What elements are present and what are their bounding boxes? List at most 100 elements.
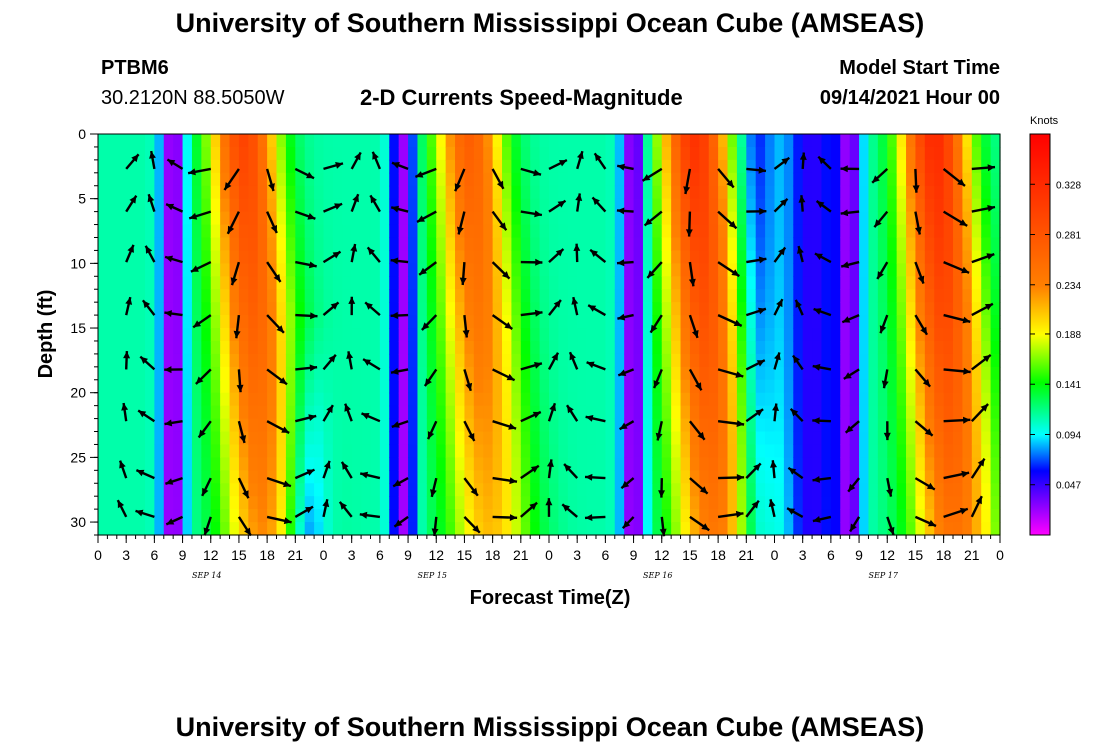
- heatmap-cell: [98, 172, 108, 187]
- heatmap-cell: [98, 392, 108, 407]
- heatmap-cell: [783, 134, 794, 148]
- heatmap-cell: [971, 366, 982, 381]
- arrow-head: [688, 278, 696, 287]
- heatmap-cell: [304, 405, 315, 420]
- heatmap-cell: [652, 328, 663, 342]
- heatmap-cell: [502, 379, 513, 394]
- heatmap-cell: [746, 198, 757, 213]
- heatmap-cell: [135, 185, 146, 200]
- heatmap-cell: [511, 211, 522, 226]
- heatmap-cell: [671, 198, 682, 213]
- heatmap-cell: [417, 522, 428, 536]
- heatmap-cell: [511, 444, 522, 458]
- heatmap-cell: [727, 134, 738, 148]
- heatmap-cell: [473, 302, 484, 316]
- heatmap-cell: [304, 483, 315, 497]
- current-arrow: [548, 299, 562, 316]
- heatmap-cell: [473, 328, 484, 342]
- heatmap-cell: [699, 276, 710, 290]
- heatmap-cell: [464, 496, 475, 510]
- heatmap-cell: [642, 418, 653, 433]
- heatmap-cell: [285, 198, 296, 213]
- heatmap-cell: [492, 263, 503, 277]
- heatmap-cell: [859, 509, 870, 523]
- arrow-head: [731, 269, 740, 277]
- heatmap-cell: [971, 418, 982, 433]
- heatmap-cell: [793, 392, 804, 407]
- heatmap-cell: [370, 522, 381, 536]
- heatmap-cell: [107, 250, 118, 264]
- heatmap-cell: [257, 172, 268, 187]
- heatmap-cell: [520, 146, 531, 161]
- heatmap-cell: [765, 483, 776, 497]
- heatmap-cell: [361, 457, 372, 471]
- heatmap-cell: [238, 353, 249, 368]
- current-arrow: [717, 210, 738, 230]
- heatmap-cell: [859, 379, 870, 394]
- heatmap-cell: [154, 315, 165, 329]
- heatmap-cell: [943, 237, 954, 252]
- heatmap-cell: [859, 328, 870, 342]
- current-arrow: [416, 210, 437, 223]
- heatmap-cell: [314, 276, 325, 290]
- heatmap-cell: [502, 340, 513, 355]
- heatmap-cell: [661, 302, 672, 316]
- heatmap-cell: [135, 315, 146, 329]
- heatmap-cell: [868, 289, 879, 303]
- heatmap-cell: [361, 418, 372, 433]
- heatmap-cell: [107, 172, 118, 187]
- heatmap-cell: [633, 211, 644, 226]
- current-arrow: [144, 245, 156, 263]
- heatmap-cell: [417, 431, 428, 446]
- heatmap-cell: [680, 302, 691, 316]
- heatmap-cell: [859, 237, 870, 252]
- heatmap-cell: [887, 315, 898, 329]
- heatmap-cell: [671, 134, 682, 148]
- heatmap-cell: [370, 405, 381, 420]
- current-arrow: [685, 211, 693, 237]
- heatmap-cell: [173, 134, 184, 148]
- heatmap-cell: [953, 457, 964, 471]
- heatmap-cell: [201, 211, 212, 226]
- arrow-head: [886, 488, 893, 497]
- current-arrow: [265, 168, 275, 192]
- heatmap-cell: [934, 418, 945, 433]
- heatmap-cell: [821, 302, 832, 316]
- current-arrow: [520, 464, 540, 480]
- heatmap-cell: [802, 263, 813, 277]
- heatmap-cell: [144, 431, 155, 446]
- heatmap-cell: [689, 353, 700, 368]
- current-arrow: [768, 499, 776, 518]
- heatmap-cell: [182, 185, 193, 200]
- heatmap-cell: [492, 224, 503, 239]
- heatmap-cell: [661, 418, 672, 433]
- heatmap-cell: [577, 470, 588, 484]
- heatmap-cell: [445, 185, 456, 200]
- heatmap-cell: [981, 211, 992, 226]
- heatmap-cell: [257, 522, 268, 536]
- current-arrow: [971, 252, 995, 264]
- heatmap-cell: [314, 496, 325, 510]
- heatmap-cell: [389, 263, 400, 277]
- heatmap-cell: [276, 250, 287, 264]
- heatmap-cell: [671, 289, 682, 303]
- heatmap-cell: [718, 146, 729, 161]
- heatmap-cell: [812, 263, 823, 277]
- heatmap-cell: [520, 134, 531, 148]
- heatmap-cell: [285, 185, 296, 200]
- heatmap-cell: [859, 302, 870, 316]
- heatmap-cell: [943, 224, 954, 239]
- heatmap-cell: [558, 211, 569, 226]
- heatmap-cell: [455, 185, 466, 200]
- current-arrow: [745, 408, 764, 423]
- heatmap-cell: [859, 185, 870, 200]
- heatmap-cell: [962, 405, 973, 420]
- heatmap-cell: [962, 418, 973, 433]
- x-tick-label: 9: [630, 547, 638, 563]
- heatmap-cell: [868, 328, 879, 342]
- heatmap-cell: [840, 263, 851, 277]
- arrow-head: [430, 489, 437, 497]
- heatmap-cell: [116, 522, 127, 536]
- heatmap-cell: [144, 353, 155, 368]
- heatmap-cell: [699, 237, 710, 252]
